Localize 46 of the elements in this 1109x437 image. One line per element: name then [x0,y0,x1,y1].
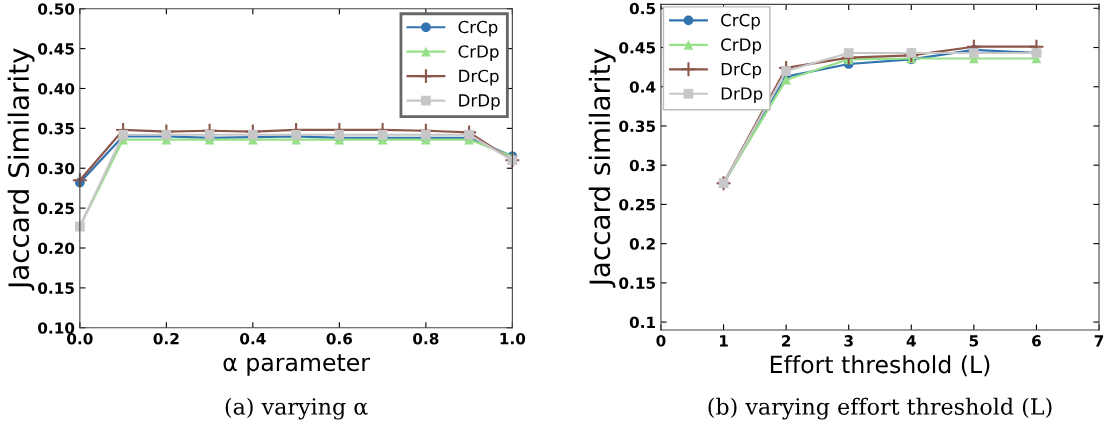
y-tick-label: 0.35 [38,122,74,135]
y-axis-title: Jaccard similarity [588,48,616,288]
x-tick-label: 0.2 [153,332,179,345]
x-tick-label: 1 [719,335,728,347]
y-tick-label: 0.50 [38,3,75,15]
y-tick-label: 0.30 [38,162,75,175]
legend-label: DrCp [459,69,499,86]
x-tick-label: 7 [1094,335,1104,347]
x-axis-title: α parameter [223,354,370,376]
y-tick-label: 0.1 [629,316,656,329]
y-tick-label: 0.45 [38,43,74,55]
y-tick-label: 0.45 [619,41,656,54]
x-tick-label: 0.6 [326,332,353,345]
x-tick-label: 0 [656,335,666,347]
y-tick-label: 0.20 [38,242,75,255]
y-tick-label: 0.25 [38,202,74,215]
y-tick-label: 0.10 [38,322,75,334]
y-tick-label: 0.4 [629,81,656,93]
y-tick-label: 0.15 [38,282,74,294]
legend-label: DrCp [721,62,762,79]
y-tick-label: 0.2 [629,238,655,250]
x-tick-label: 0.8 [413,332,439,345]
y-tick-label: 0.5 [629,2,656,15]
x-tick-label: 5 [969,335,979,347]
legend-label: CrCp [721,13,760,30]
y-tick-label: 0.3 [629,159,655,172]
x-axis-title: Effort threshold (L) [770,355,990,377]
legend-label: DrDp [721,87,763,104]
y-tick-label: 0.25 [619,198,656,211]
x-tick-label: 6 [1032,335,1041,347]
x-tick-label: 2 [782,335,791,347]
y-tick-label: 0.35 [619,120,656,132]
legend-label: CrDp [721,38,762,55]
y-tick-label: 0.40 [38,82,75,95]
x-tick-label: 0.0 [67,332,93,345]
x-tick-label: 3 [844,335,853,347]
y-tick-label: 0.15 [619,277,656,289]
x-tick-label: 0.4 [240,332,266,345]
text: (a) varying α [225,397,368,420]
x-tick-label: 4 [906,335,916,347]
text: (b) varying effort threshold (L) [708,397,1052,420]
legend-label: DrDp [459,94,500,110]
legend-label: CrCp [458,20,498,37]
y-axis-title: Jaccard Similarity [7,48,35,291]
x-tick-label: 1.0 [500,332,526,345]
legend-label: CrDp [458,45,499,61]
